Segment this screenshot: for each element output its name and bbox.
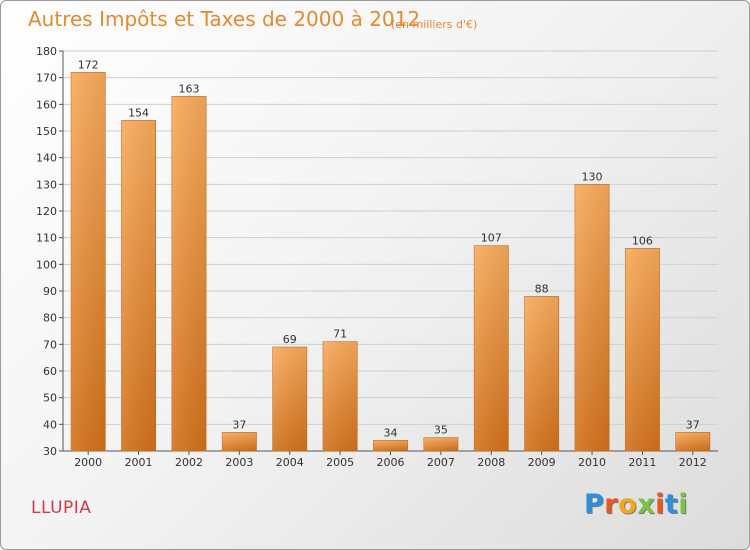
data-label: 37 xyxy=(232,418,246,431)
y-tick-label: 50 xyxy=(43,392,57,405)
bar-shade xyxy=(71,72,106,451)
bar-shade xyxy=(574,184,610,452)
data-label: 172 xyxy=(78,58,99,71)
y-tick-label: 60 xyxy=(43,365,57,378)
x-tick-label: 2002 xyxy=(175,456,203,469)
data-label: 106 xyxy=(632,234,653,247)
x-tick-label: 2012 xyxy=(679,456,707,469)
bar-shade xyxy=(625,248,660,451)
logo-letter: i xyxy=(678,489,689,520)
x-tick-label: 2000 xyxy=(74,456,102,469)
y-tick-label: 170 xyxy=(36,72,57,85)
data-label: 130 xyxy=(582,170,603,183)
data-label: 71 xyxy=(333,328,347,341)
data-label: 37 xyxy=(686,418,700,431)
x-tick-label: 2010 xyxy=(578,456,606,469)
bar-shade xyxy=(121,120,156,451)
data-label: 35 xyxy=(434,424,448,437)
data-label: 69 xyxy=(283,333,297,346)
bar-shade xyxy=(423,437,459,451)
y-tick-label: 180 xyxy=(36,45,57,58)
logo-letter: t xyxy=(664,489,679,520)
y-tick-label: 40 xyxy=(43,418,57,431)
x-tick-label: 2006 xyxy=(377,456,405,469)
y-tick-label: 30 xyxy=(43,445,57,458)
data-label: 107 xyxy=(481,232,502,245)
y-tick-label: 120 xyxy=(36,205,57,218)
x-tick-label: 2009 xyxy=(528,456,556,469)
bar-shade xyxy=(474,245,509,451)
chart-subtitle: (en milliers d'€) xyxy=(391,18,478,31)
x-tick-label: 2003 xyxy=(225,456,253,469)
data-label: 34 xyxy=(384,426,398,439)
town-name: LLUPIA xyxy=(31,498,92,518)
x-tick-label: 2004 xyxy=(276,456,304,469)
logo-letter: r xyxy=(604,489,619,520)
bar-shade xyxy=(373,440,408,451)
bar-shade xyxy=(322,341,358,451)
bar-shade xyxy=(272,347,307,451)
data-label: 88 xyxy=(535,282,549,295)
y-tick-label: 80 xyxy=(43,312,57,325)
y-tick-label: 150 xyxy=(36,125,57,138)
y-tick-label: 110 xyxy=(36,232,57,245)
logo-letter: x xyxy=(637,489,656,520)
data-label: 154 xyxy=(128,106,149,119)
y-tick-label: 100 xyxy=(36,258,57,271)
y-tick-label: 140 xyxy=(36,152,57,165)
logo-letter: i xyxy=(655,489,665,520)
x-tick-label: 2011 xyxy=(628,456,656,469)
bar-shade xyxy=(524,296,559,451)
y-tick-label: 90 xyxy=(43,285,57,298)
x-tick-label: 2001 xyxy=(125,456,153,469)
x-tick-label: 2007 xyxy=(427,456,455,469)
data-labels: 172 154 163 37 69 71 34 35 107 88 130 106 37 xyxy=(78,58,700,439)
logo-letter: P xyxy=(584,489,605,520)
x-tick-label: 2005 xyxy=(326,456,354,469)
bar-shade xyxy=(675,432,710,451)
y-tick-label: 70 xyxy=(43,338,57,351)
grid-lines xyxy=(63,50,718,452)
proxiti-logo[interactable]: Proxiti xyxy=(584,489,688,520)
bar-shade xyxy=(222,432,257,451)
x-tick-label: 2008 xyxy=(477,456,505,469)
data-label: 163 xyxy=(178,82,199,95)
bar-shade xyxy=(171,96,207,451)
logo-letter: o xyxy=(618,489,638,520)
chart-title: Autres Impôts et Taxes de 2000 à 2012 xyxy=(28,7,421,31)
y-tick-label: 130 xyxy=(36,178,57,191)
bars xyxy=(70,72,711,452)
y-tick-label: 160 xyxy=(36,98,57,111)
